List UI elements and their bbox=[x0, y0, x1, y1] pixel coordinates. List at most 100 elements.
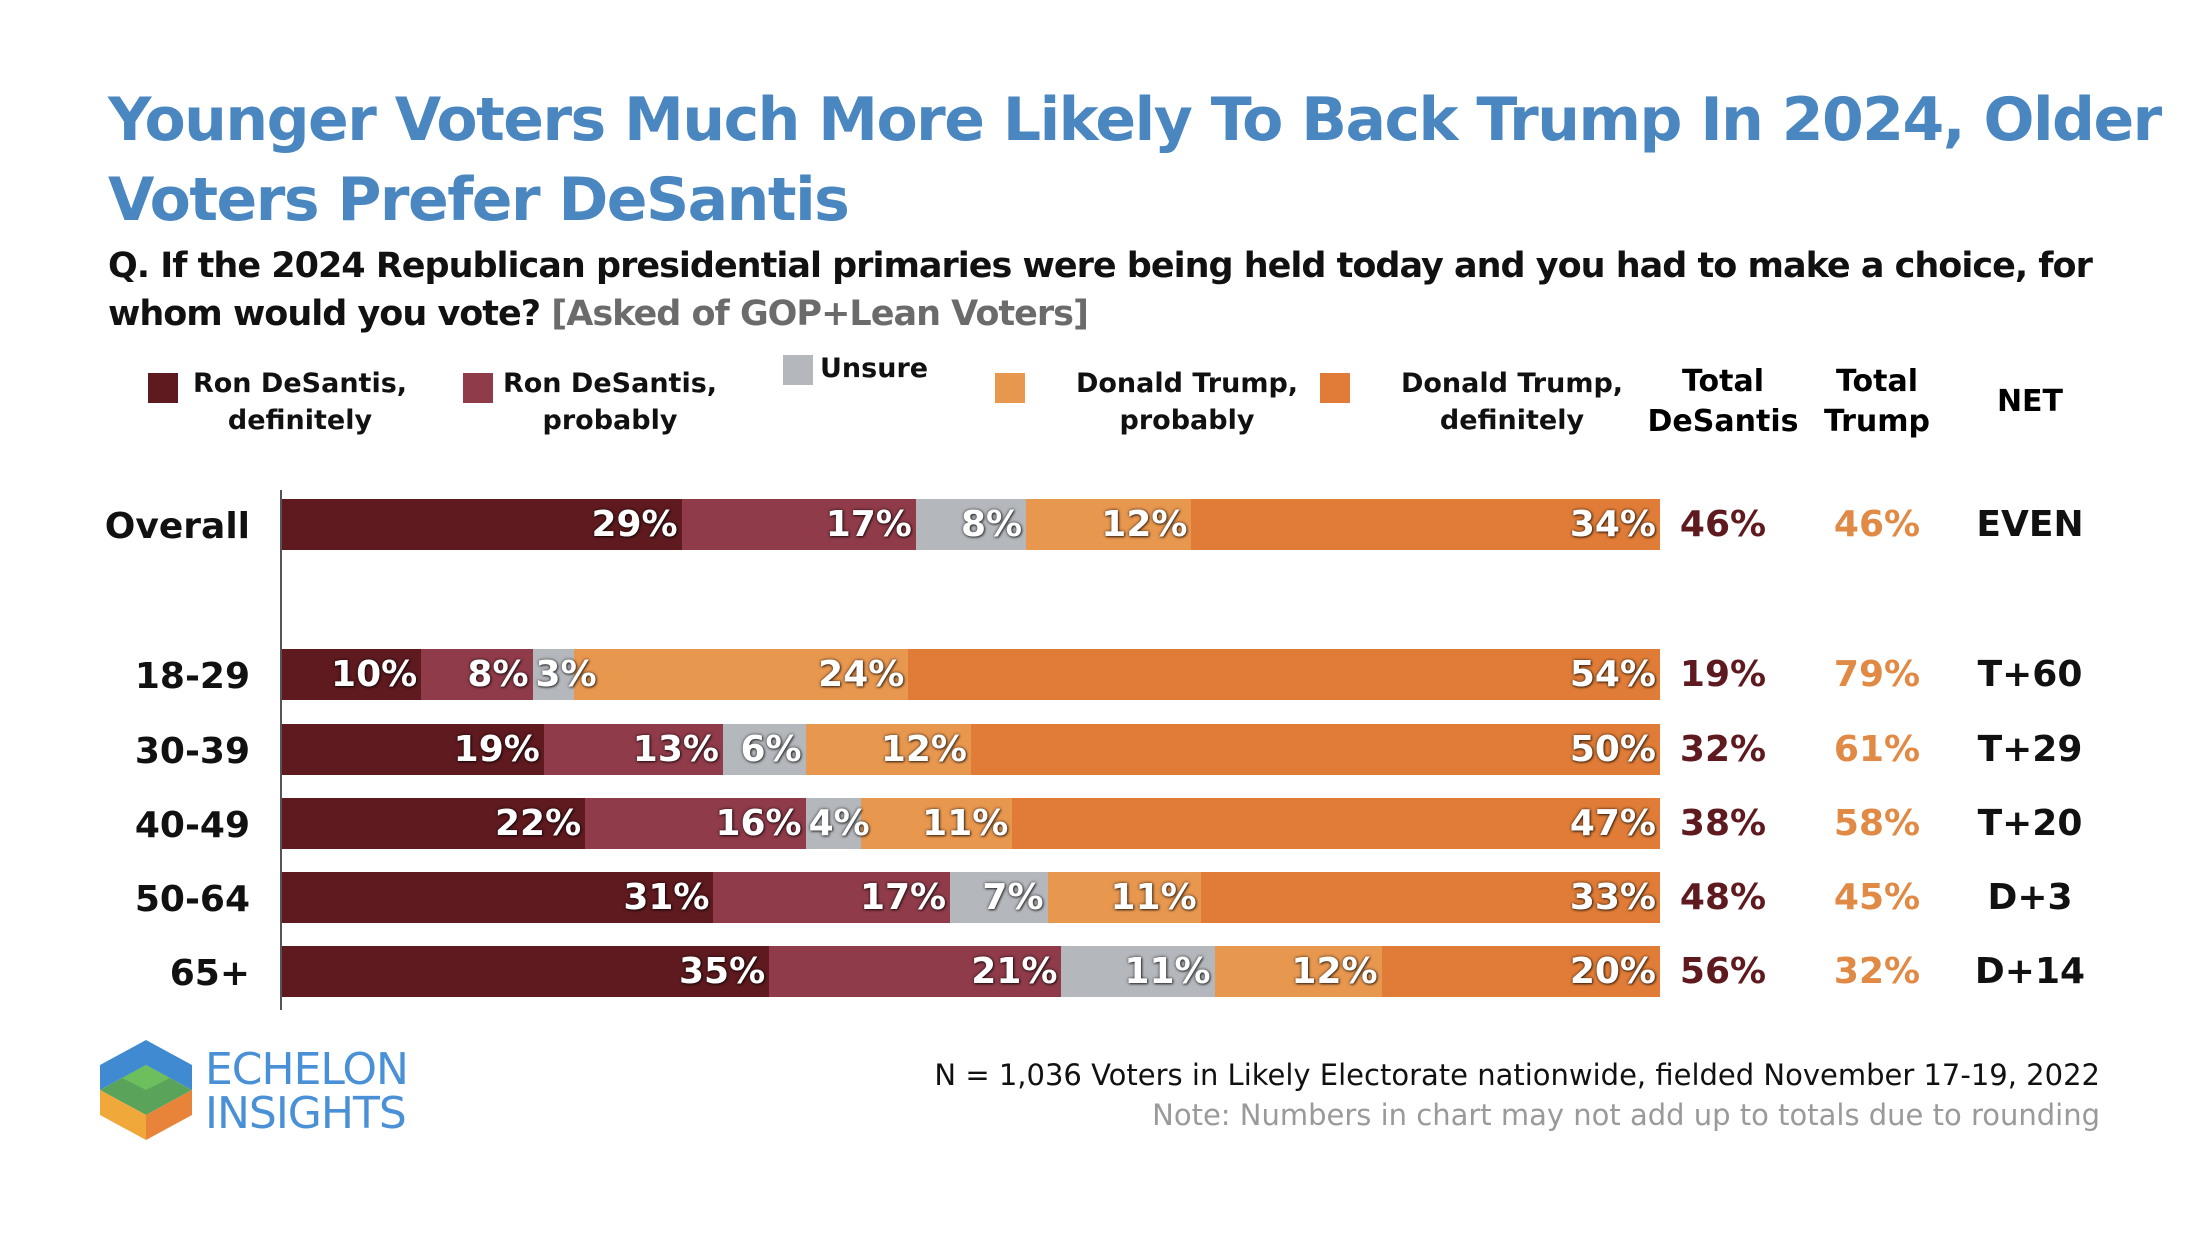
category-label: 18-29 bbox=[134, 656, 250, 697]
total-desantis-value: 46% bbox=[1679, 504, 1767, 545]
bar-segment: 12% bbox=[1214, 946, 1382, 997]
bar-segment: 16% bbox=[585, 798, 806, 849]
data-label: 34% bbox=[1569, 504, 1656, 545]
category-label: 30-39 bbox=[134, 731, 250, 772]
category-label: 40-49 bbox=[134, 805, 250, 846]
data-label: 31% bbox=[623, 877, 710, 918]
bar-segment: 47% bbox=[1012, 798, 1660, 849]
bar-segment: 54% bbox=[908, 649, 1660, 700]
data-label: 11% bbox=[1110, 877, 1197, 918]
bar-segment: 13% bbox=[543, 724, 723, 775]
data-label: 11% bbox=[922, 803, 1009, 844]
data-label: 4% bbox=[808, 803, 870, 844]
question-note: [Asked of GOP+Lean Voters] bbox=[551, 294, 1089, 334]
data-label: 6% bbox=[740, 729, 802, 770]
y-axis-line bbox=[280, 490, 282, 1010]
header-net: NET bbox=[1996, 384, 2064, 419]
total-desantis-value: 32% bbox=[1679, 729, 1767, 770]
bar-segment: 8% bbox=[421, 649, 533, 700]
data-label: 13% bbox=[632, 729, 719, 770]
chart-title: Younger Voters Much More Likely To Back … bbox=[108, 85, 2162, 235]
echelon-logo-icon bbox=[100, 1040, 192, 1144]
bar-segment: 10% bbox=[282, 649, 422, 700]
legend-swatch bbox=[995, 373, 1025, 403]
data-label: 33% bbox=[1569, 877, 1656, 918]
bar-segment: 11% bbox=[1061, 946, 1215, 997]
source-note: N = 1,036 Voters in Likely Electorate na… bbox=[934, 1058, 2100, 1092]
bar-segment: 22% bbox=[282, 798, 586, 849]
data-label: 54% bbox=[1569, 654, 1656, 695]
bar-segment: 19% bbox=[282, 724, 544, 775]
bar-segment: 29% bbox=[282, 499, 682, 550]
net-value: T+29 bbox=[1977, 729, 2083, 770]
bar-segment: 11% bbox=[860, 798, 1013, 849]
data-label: 35% bbox=[678, 951, 766, 992]
bar-segment: 8% bbox=[915, 499, 1027, 550]
total-trump-value: 79% bbox=[1833, 654, 1921, 695]
category-label: 50-64 bbox=[134, 879, 250, 920]
header-block: Younger Voters Much More Likely To Back … bbox=[108, 80, 2168, 338]
legend-label: Ron DeSantis, definitely bbox=[192, 368, 408, 436]
data-label: 10% bbox=[331, 654, 418, 695]
legend-label: Unsure bbox=[820, 353, 929, 384]
data-label: 29% bbox=[591, 504, 678, 545]
logo-text: ECHELON INSIGHTS bbox=[205, 1044, 409, 1139]
bar-segment: 50% bbox=[971, 724, 1660, 775]
header-total-desantis: Total DeSantis bbox=[1647, 364, 1799, 439]
total-desantis-value: 56% bbox=[1679, 951, 1767, 992]
data-label: 12% bbox=[1101, 504, 1188, 545]
bar-segment: 7% bbox=[950, 872, 1048, 923]
data-label: 16% bbox=[715, 803, 802, 844]
total-desantis-value: 19% bbox=[1679, 654, 1767, 695]
total-trump-value: 45% bbox=[1833, 877, 1921, 918]
total-trump-value: 58% bbox=[1833, 803, 1921, 844]
bar-segment: 11% bbox=[1047, 872, 1201, 923]
data-label: 20% bbox=[1569, 951, 1656, 992]
data-label: 21% bbox=[971, 951, 1058, 992]
question-text: Q. If the 2024 Republican presidential p… bbox=[108, 242, 2168, 338]
total-desantis-value: 48% bbox=[1679, 877, 1767, 918]
data-label: 17% bbox=[859, 877, 947, 918]
legend-swatch bbox=[148, 373, 178, 403]
data-label: 22% bbox=[494, 803, 582, 844]
bar-segment: 6% bbox=[722, 724, 806, 775]
net-value: D+14 bbox=[1974, 951, 2086, 992]
data-label: 17% bbox=[825, 504, 912, 545]
logo-line2: INSIGHTS bbox=[205, 1088, 407, 1139]
bar-segment: 33% bbox=[1200, 872, 1660, 923]
legend-label: Ron DeSantis, probably bbox=[502, 368, 718, 436]
data-label: 3% bbox=[535, 654, 597, 695]
data-label: 8% bbox=[960, 504, 1023, 545]
category-label: Overall bbox=[104, 506, 250, 547]
data-label: 12% bbox=[1291, 951, 1378, 992]
data-label: 24% bbox=[818, 654, 905, 695]
total-desantis-value: 38% bbox=[1679, 803, 1767, 844]
bar-segment: 35% bbox=[282, 946, 770, 997]
bar-segment: 24% bbox=[574, 649, 909, 700]
total-trump-value: 61% bbox=[1833, 729, 1921, 770]
legend-swatch bbox=[463, 373, 493, 403]
legend-swatch bbox=[783, 355, 813, 385]
net-value: EVEN bbox=[1976, 504, 2084, 545]
net-value: T+60 bbox=[1977, 654, 2083, 695]
bar-segment: 17% bbox=[681, 499, 916, 550]
legend-label: Donald Trump, definitely bbox=[1400, 368, 1624, 436]
data-label: 50% bbox=[1569, 729, 1656, 770]
question: Q. If the 2024 Republican presidential p… bbox=[108, 246, 2093, 334]
bar-segment: 31% bbox=[282, 872, 714, 923]
bar-segment: 20% bbox=[1381, 946, 1660, 997]
data-label: 7% bbox=[982, 877, 1044, 918]
rounding-note: Note: Numbers in chart may not add up to… bbox=[1152, 1098, 2100, 1132]
category-label: 65+ bbox=[169, 953, 250, 994]
net-value: D+3 bbox=[1987, 877, 2073, 918]
logo-line1: ECHELON bbox=[205, 1044, 409, 1095]
data-label: 12% bbox=[880, 729, 967, 770]
data-label: 11% bbox=[1124, 951, 1211, 992]
bar-segment: 4% bbox=[805, 798, 870, 849]
legend-label: Donald Trump, probably bbox=[1075, 368, 1299, 436]
net-value: T+20 bbox=[1977, 803, 2083, 844]
legend-swatch bbox=[1320, 373, 1350, 403]
bar-segment: 12% bbox=[1026, 499, 1192, 550]
data-label: 8% bbox=[467, 654, 529, 695]
